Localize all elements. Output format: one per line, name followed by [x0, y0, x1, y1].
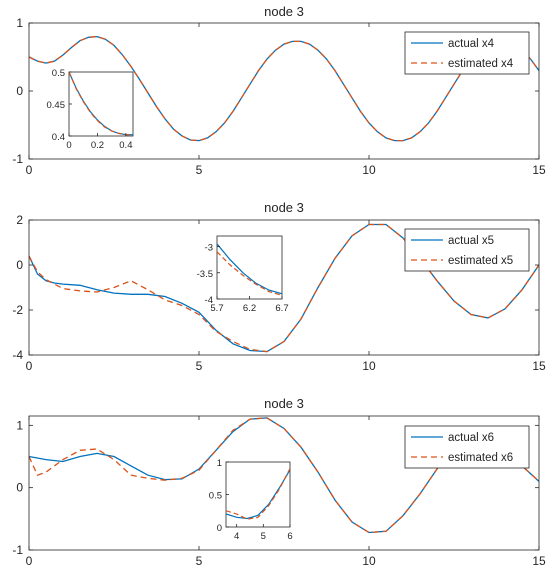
inset-y-tick-label: -4: [205, 295, 213, 306]
y-tick-label: -1: [12, 152, 23, 166]
y-tick-label: 0: [16, 258, 23, 272]
y-tick-label: 2: [16, 213, 23, 227]
inset-x-tick-label: 0.2: [91, 140, 104, 151]
inset-series-line-actual-x6: [226, 469, 290, 520]
inset-y-tick-label: -3: [205, 243, 213, 254]
inset-y-tick-label: 0: [217, 523, 222, 534]
x-tick-label: 0: [26, 163, 33, 177]
x-tick-label: 15: [532, 554, 546, 568]
y-tick-label: 1: [16, 16, 23, 30]
inset-y-tick-label: -3.5: [197, 269, 213, 280]
x-tick-label: 0: [26, 359, 33, 373]
inset-x-tick-label: 6.2: [243, 303, 256, 314]
inset-plot: 4 5 6 1 0.5 0: [209, 458, 293, 542]
x-tick-label: 15: [532, 359, 546, 373]
x-tick-label: 0: [26, 554, 33, 568]
legend-label: estimated x6: [448, 452, 513, 464]
inset-x-tick-label: 5.7: [210, 303, 223, 314]
inset-x-tick-label: 0: [66, 140, 71, 151]
inset-y-tick-label: 1: [217, 458, 222, 469]
inset-y-tick-label: 0.4: [52, 132, 65, 143]
legend: actual x5 estimated x5: [404, 228, 530, 272]
legend-label: actual x5: [448, 235, 494, 247]
inset-x-tick-label: 6: [287, 531, 292, 542]
x-tick-label: 5: [196, 359, 203, 373]
chart-title: node 3: [264, 4, 304, 19]
y-tick-label: -2: [12, 303, 23, 317]
legend: actual x4 estimated x4: [404, 31, 530, 75]
inset-plot: 5.7 6.2 6.7 -3 -3.5 -4: [197, 235, 289, 314]
series-line-estimated-x4: [29, 35, 539, 142]
legend-label: estimated x5: [448, 255, 513, 267]
axes-box: [28, 219, 540, 356]
chart-title: node 3: [264, 396, 304, 411]
legend-box: [404, 31, 530, 75]
x-tick-label: 10: [362, 554, 376, 568]
y-tick-label: 1: [16, 418, 23, 432]
inset-box: [216, 235, 283, 300]
series-line-estimated-x5: [29, 223, 539, 353]
inset-x-tick-label: 5: [261, 531, 266, 542]
x-tick-label: 15: [532, 163, 546, 177]
legend-label: actual x4: [448, 38, 495, 50]
inset-box: [68, 71, 134, 137]
inset-series-line-estimated-x4: [69, 72, 133, 136]
inset-y-tick-label: 0.5: [209, 491, 222, 502]
inset-series-line-actual-x5: [217, 243, 282, 295]
legend-label: estimated x4: [448, 58, 514, 70]
x-tick-label: 5: [196, 163, 203, 177]
inset-series-line-estimated-x6: [226, 468, 290, 520]
x-tick-label: 5: [196, 554, 203, 568]
chart-title: node 3: [264, 200, 304, 215]
series-line-estimated-x6: [29, 417, 539, 534]
inset-x-tick-label: 4: [234, 531, 239, 542]
inset-series-line-estimated-x5: [217, 251, 282, 296]
y-tick-label: 0: [16, 481, 23, 495]
inset-plot: 0 0.2 0.4 0.5 0.45 0.4: [47, 68, 134, 151]
legend-label: actual x6: [448, 432, 494, 444]
x-tick-label: 10: [362, 163, 376, 177]
legend: actual x6 estimated x6: [404, 425, 530, 469]
inset-x-tick-label: 0.4: [119, 140, 132, 151]
x-tick-label: 10: [362, 359, 376, 373]
y-tick-label: -1: [12, 543, 23, 557]
legend-box: [404, 228, 530, 272]
y-tick-label: 0: [16, 84, 23, 98]
legend-box: [404, 425, 530, 469]
inset-y-tick-label: 0.45: [47, 100, 66, 111]
inset-x-tick-label: 6.7: [275, 303, 288, 314]
axes-box: [28, 415, 540, 551]
inset-y-tick-label: 0.5: [52, 68, 65, 79]
y-tick-label: -4: [12, 348, 23, 362]
